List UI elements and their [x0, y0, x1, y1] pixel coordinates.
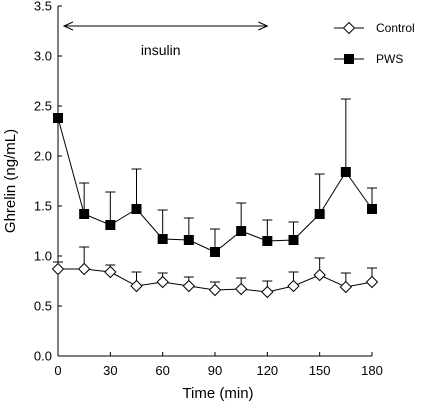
pws-point — [131, 204, 142, 214]
legend-marker-control — [342, 21, 356, 35]
y-tick-label: 2.5 — [34, 99, 52, 114]
pws-point — [288, 235, 299, 245]
x-tick-label: 0 — [54, 363, 61, 378]
control-point — [339, 280, 353, 294]
control-point — [77, 262, 91, 276]
pws-point — [183, 235, 194, 245]
x-tick-label: 180 — [361, 363, 383, 378]
y-tick-label: 0.0 — [34, 349, 52, 364]
legend-label-pws: PWS — [376, 52, 403, 66]
control-point — [51, 262, 65, 276]
pws-point — [236, 226, 247, 236]
control-point — [156, 275, 169, 289]
legend: Control PWS — [334, 21, 415, 66]
pws-point — [79, 209, 90, 219]
x-tick-label: 90 — [208, 363, 222, 378]
x-tick-label: 30 — [103, 363, 117, 378]
y-tick-label: 1.0 — [34, 249, 52, 264]
pws-point — [157, 234, 168, 244]
insulin-arrow-head-right — [258, 21, 269, 31]
control-point — [130, 279, 143, 293]
pws-point — [262, 236, 273, 246]
insulin-arrow-head-left — [62, 21, 74, 31]
control-point — [182, 279, 196, 293]
insulin-label: insulin — [141, 42, 181, 58]
control-point — [234, 282, 248, 296]
pws-point — [105, 220, 116, 230]
pws-point — [340, 167, 351, 177]
y-tick-label: 3.0 — [34, 49, 52, 64]
series-layer — [51, 98, 379, 299]
y-tick-label: 2.0 — [34, 149, 52, 164]
y-axis-title: Ghrelin (ng/mL) — [2, 129, 19, 233]
y-tick-label: 1.5 — [34, 199, 52, 214]
control-point — [104, 265, 117, 279]
x-axis-title: Time (min) — [182, 385, 253, 402]
pws-point — [314, 209, 325, 219]
control-point — [365, 275, 379, 289]
control-point — [287, 279, 300, 293]
insulin-annotation: insulin — [62, 21, 269, 58]
control-point — [261, 285, 274, 299]
legend-label-control: Control — [376, 21, 415, 35]
axes: 0.0 0.5 1.0 1.5 2.0 2.5 3.0 3.5 0 30 60 90 120 150 180 — [34, 0, 383, 378]
y-tick-label: 3.5 — [34, 0, 52, 14]
series-pws — [53, 98, 377, 257]
series-control — [51, 246, 379, 299]
y-tick-label: 0.5 — [34, 299, 52, 314]
pws-point — [53, 113, 63, 123]
x-tick-label: 60 — [155, 363, 169, 378]
control-point — [313, 268, 326, 282]
legend-marker-pws — [344, 54, 354, 64]
pws-point — [210, 247, 220, 257]
control-point — [208, 283, 222, 297]
x-tick-label: 150 — [309, 363, 331, 378]
x-tick-label: 120 — [256, 363, 278, 378]
pws-point — [367, 204, 377, 214]
